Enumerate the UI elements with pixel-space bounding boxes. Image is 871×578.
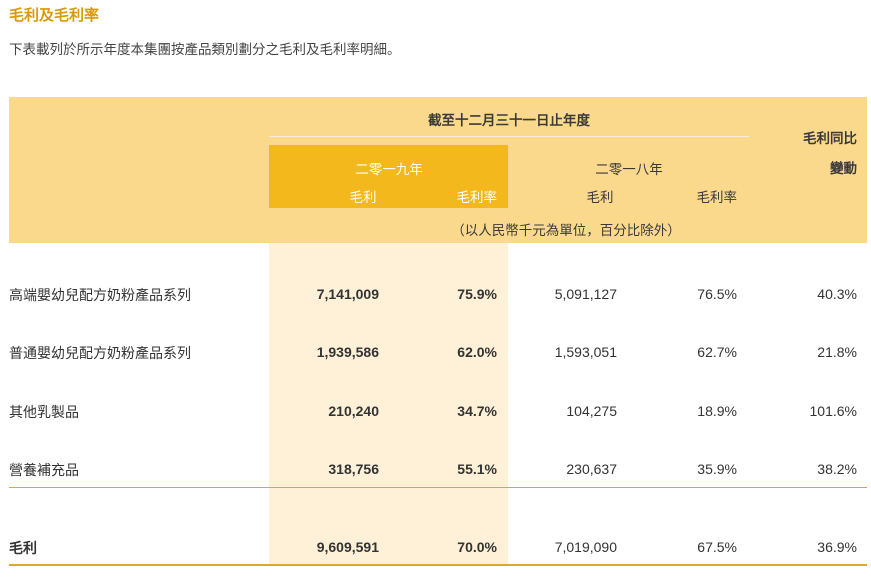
gross-profit-2018-cell: 5,091,127 [554, 286, 617, 302]
year-2019-header-highlight [269, 145, 508, 208]
subtotal-rule [9, 487, 867, 488]
row-label: 營養補充品 [9, 463, 79, 479]
year-2018-header: 二零一八年 [595, 162, 663, 178]
change-header-line2: 變動 [830, 161, 857, 177]
gross-profit-2019-cell: 1,939,586 [316, 344, 379, 360]
year-2019-column-highlight [269, 243, 508, 565]
total-margin-2018: 67.5% [697, 539, 737, 555]
total-label: 毛利 [9, 541, 37, 557]
gross-profit-2018-header: 毛利 [586, 190, 614, 206]
margin-2018-cell: 62.7% [697, 344, 737, 360]
change-cell: 40.3% [817, 286, 857, 302]
margin-2019-cell: 34.7% [457, 403, 497, 419]
margin-2019-cell: 62.0% [457, 344, 497, 360]
gross-profit-2019-cell: 318,756 [328, 461, 379, 477]
section-heading: 毛利及毛利率 [9, 6, 100, 24]
gross-profit-2018-cell: 1,593,051 [554, 344, 617, 360]
margin-2018-header: 毛利率 [696, 190, 738, 206]
gross-profit-2019-header: 毛利 [349, 190, 377, 206]
gross-profit-2018-cell: 230,637 [566, 461, 617, 477]
change-cell: 101.6% [809, 403, 857, 419]
year-2019-header: 二零一九年 [355, 162, 423, 178]
margin-2018-cell: 76.5% [697, 286, 737, 302]
margin-2018-cell: 35.9% [697, 461, 737, 477]
margin-2018-cell: 18.9% [697, 403, 737, 419]
gross-profit-2018-cell: 104,275 [566, 403, 617, 419]
unit-note: （以人民幣千元為單位，百分比除外） [451, 223, 681, 239]
gross-profit-2019-cell: 7,141,009 [316, 286, 379, 302]
unit-row-band [269, 208, 508, 243]
total-gross-profit-2018: 7,019,090 [554, 539, 617, 555]
change-cell: 21.8% [817, 344, 857, 360]
row-label: 普通嬰幼兒配方奶粉產品系列 [9, 346, 191, 362]
margin-2019-cell: 55.1% [457, 461, 497, 477]
total-change: 36.9% [817, 539, 857, 555]
change-cell: 38.2% [817, 461, 857, 477]
change-header-line1: 毛利同比 [803, 131, 857, 147]
total-margin-2019: 70.0% [457, 539, 497, 555]
margin-2019-header: 毛利率 [456, 190, 498, 206]
total-gross-profit-2019: 9,609,591 [316, 539, 379, 555]
margin-2019-cell: 75.9% [457, 286, 497, 302]
intro-text: 下表載列於所示年度本集團按產品類別劃分之毛利及毛利率明細。 [9, 42, 401, 58]
row-label: 其他乳製品 [9, 405, 79, 421]
period-header: 截至十二月三十一日止年度 [428, 113, 590, 129]
gross-profit-2019-cell: 210,240 [328, 403, 379, 419]
period-header-rule [269, 136, 749, 137]
row-label: 高端嬰幼兒配方奶粉產品系列 [9, 288, 191, 304]
table-bottom-rule [9, 564, 867, 566]
